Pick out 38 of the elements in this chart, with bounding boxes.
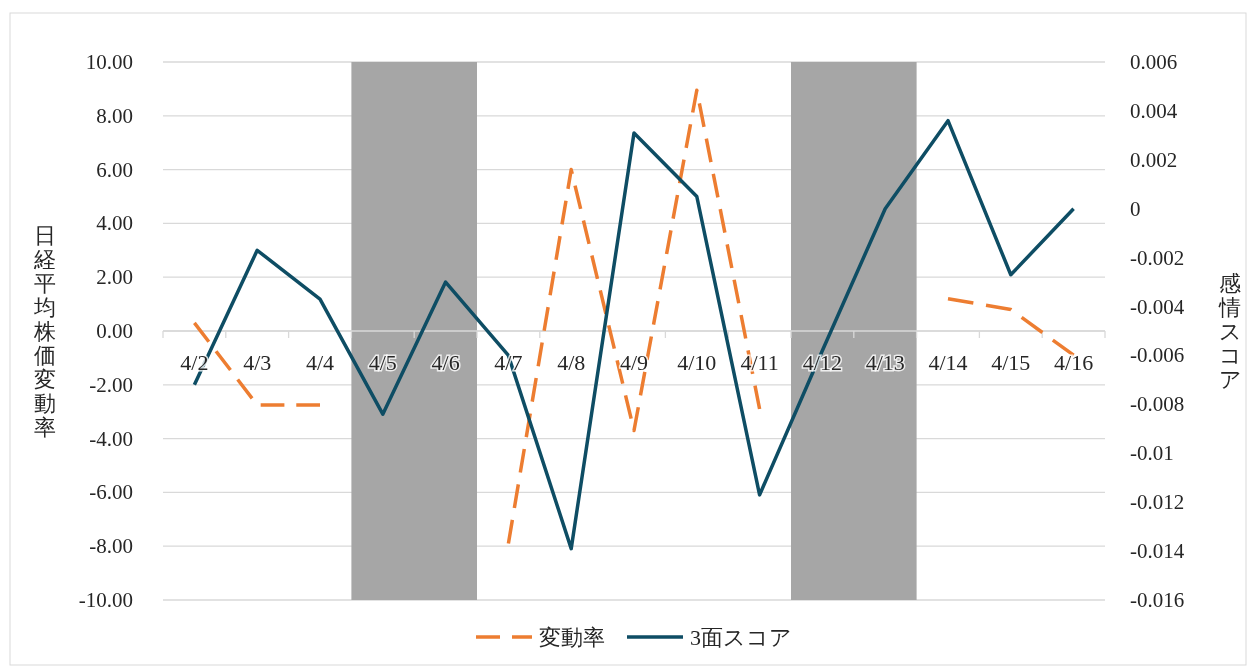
y2-tick-label: -0.016 bbox=[1130, 588, 1185, 612]
x-tick-label: 4/14 bbox=[928, 350, 968, 375]
y-tick-label: -8.00 bbox=[89, 534, 133, 559]
y2-tick-label: -0.004 bbox=[1130, 294, 1185, 319]
x-tick-label: 4/16 bbox=[1054, 350, 1094, 375]
y2-axis-title: 感情スコア bbox=[1218, 271, 1242, 392]
y-tick-label: -4.00 bbox=[89, 426, 133, 451]
y2-tick-label: 0.002 bbox=[1130, 147, 1178, 172]
y-tick-label: 6.00 bbox=[96, 157, 133, 182]
x-tick-label: 4/4 bbox=[305, 350, 335, 375]
x-tick-label: 4/5 bbox=[368, 350, 397, 375]
y-tick-label: -2.00 bbox=[89, 372, 133, 397]
y2-tick-label: 0.004 bbox=[1130, 98, 1178, 123]
y2-tick-label: -0.012 bbox=[1130, 490, 1185, 515]
legend-label: 変動率 bbox=[539, 625, 605, 650]
x-tick-label: 4/6 bbox=[431, 350, 460, 375]
y-tick-label: 10.00 bbox=[85, 50, 133, 74]
y2-tick-label: -0.01 bbox=[1130, 441, 1174, 466]
text: 日経平均株価変動率 bbox=[34, 223, 56, 440]
y-tick-label: 4.00 bbox=[96, 211, 133, 236]
x-tick-label: 4/9 bbox=[619, 350, 649, 375]
y-tick-label: 0.00 bbox=[96, 319, 133, 343]
y2-tick-label: -0.006 bbox=[1130, 343, 1185, 368]
y2-tick-label: 0 bbox=[1130, 196, 1141, 221]
y2-tick-label: -0.002 bbox=[1130, 245, 1185, 270]
x-tick-label: 4/15 bbox=[991, 350, 1031, 375]
y-tick-label: 8.00 bbox=[96, 103, 133, 128]
x-tick-label: 4/8 bbox=[557, 350, 586, 375]
y-tick-label: 2.00 bbox=[96, 265, 133, 290]
x-tick-label: 4/3 bbox=[243, 350, 272, 375]
x-tick-label: 4/13 bbox=[865, 350, 905, 375]
y-tick-label: -10.00 bbox=[78, 588, 133, 612]
x-tick-label: 4/10 bbox=[677, 350, 717, 375]
y2-tick-label: 0.006 bbox=[1130, 50, 1178, 74]
y-tick-label: -6.00 bbox=[89, 480, 133, 505]
y2-tick-label: -0.014 bbox=[1130, 539, 1185, 564]
y2-tick-label: -0.008 bbox=[1130, 392, 1185, 417]
legend-label: 3面スコア bbox=[690, 625, 792, 650]
